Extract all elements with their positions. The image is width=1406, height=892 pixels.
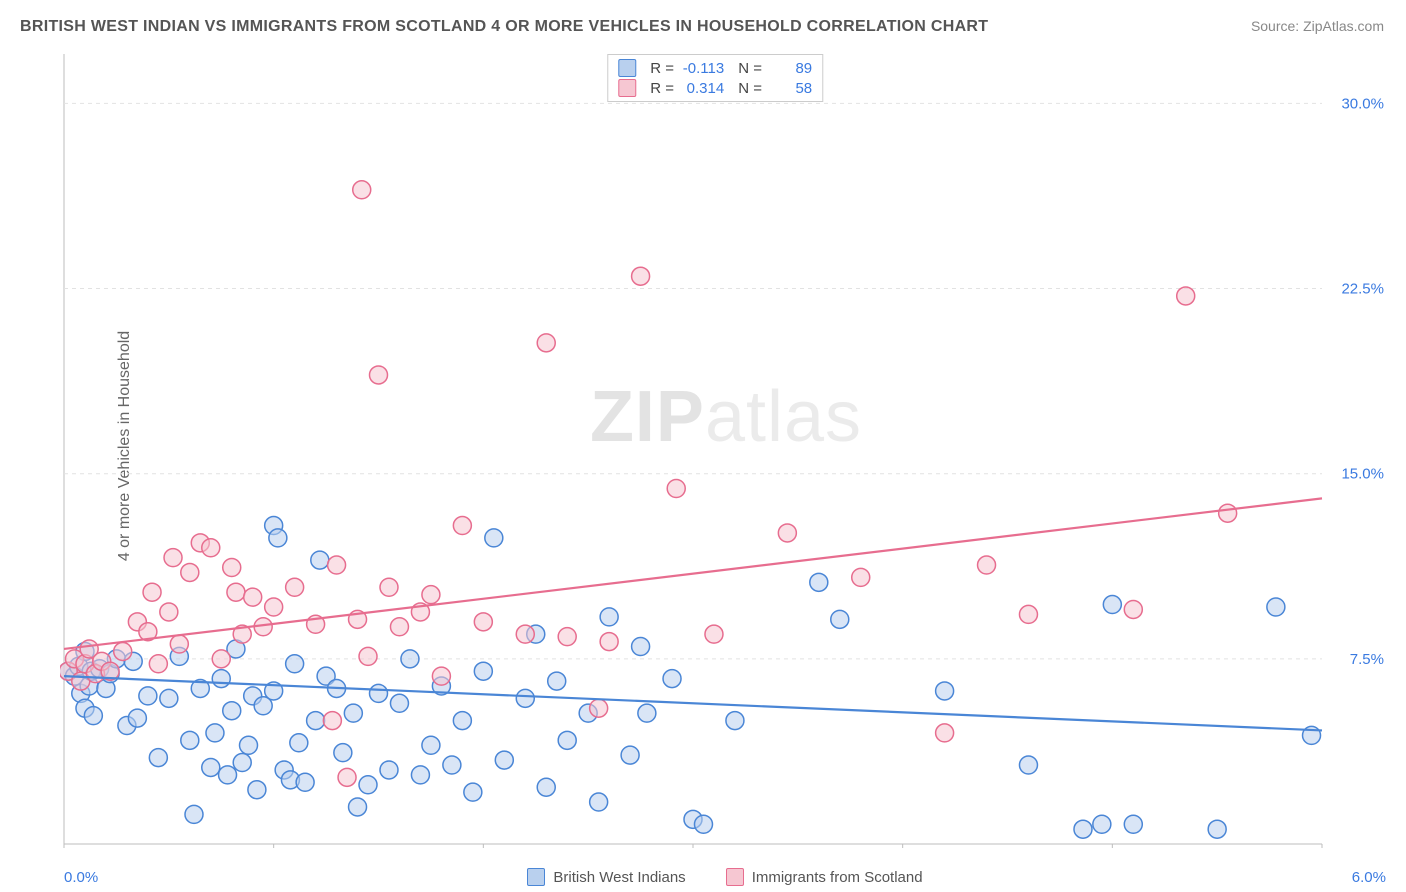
- scatter-plot: 7.5% 15.0% 22.5% 30.0%: [60, 50, 1392, 848]
- stats-swatch-pink: [618, 79, 636, 97]
- svg-text:7.5%: 7.5%: [1350, 651, 1384, 668]
- stats-legend-box: R = -0.113 N = 89 R = 0.314 N = 58: [607, 54, 823, 102]
- stat-r-label: R =: [650, 80, 674, 97]
- stat-r-label: R =: [650, 60, 674, 77]
- stats-row: R = 0.314 N = 58: [618, 79, 812, 97]
- stat-n-value: 58: [766, 80, 812, 97]
- stat-n-value: 89: [766, 60, 812, 77]
- legend-item: British West Indians: [527, 868, 685, 886]
- legend-swatch-pink: [726, 868, 744, 886]
- x-axis-max-label: 6.0%: [1352, 869, 1386, 886]
- svg-text:15.0%: 15.0%: [1341, 466, 1384, 483]
- stat-n-label: N =: [738, 80, 762, 97]
- legend-swatch-blue: [527, 868, 545, 886]
- stat-n-label: N =: [738, 60, 762, 77]
- x-axis-min-label: 0.0%: [64, 869, 98, 886]
- legend-label: Immigrants from Scotland: [752, 869, 923, 886]
- legend-item: Immigrants from Scotland: [726, 868, 923, 886]
- stat-r-value: 0.314: [678, 80, 724, 97]
- legend-label: British West Indians: [553, 869, 685, 886]
- chart-footer: 0.0% British West Indians Immigrants fro…: [0, 868, 1406, 886]
- svg-text:22.5%: 22.5%: [1341, 281, 1384, 298]
- svg-text:30.0%: 30.0%: [1341, 95, 1384, 112]
- legend: British West Indians Immigrants from Sco…: [98, 868, 1352, 886]
- chart-source: Source: ZipAtlas.com: [1251, 18, 1384, 34]
- stat-r-value: -0.113: [678, 60, 724, 77]
- chart-area: 7.5%15.0%22.5%30.0% ZIPatlas R = -0.113 …: [60, 50, 1392, 848]
- stats-row: R = -0.113 N = 89: [618, 59, 812, 77]
- stats-swatch-blue: [618, 59, 636, 77]
- chart-title: BRITISH WEST INDIAN VS IMMIGRANTS FROM S…: [20, 18, 988, 36]
